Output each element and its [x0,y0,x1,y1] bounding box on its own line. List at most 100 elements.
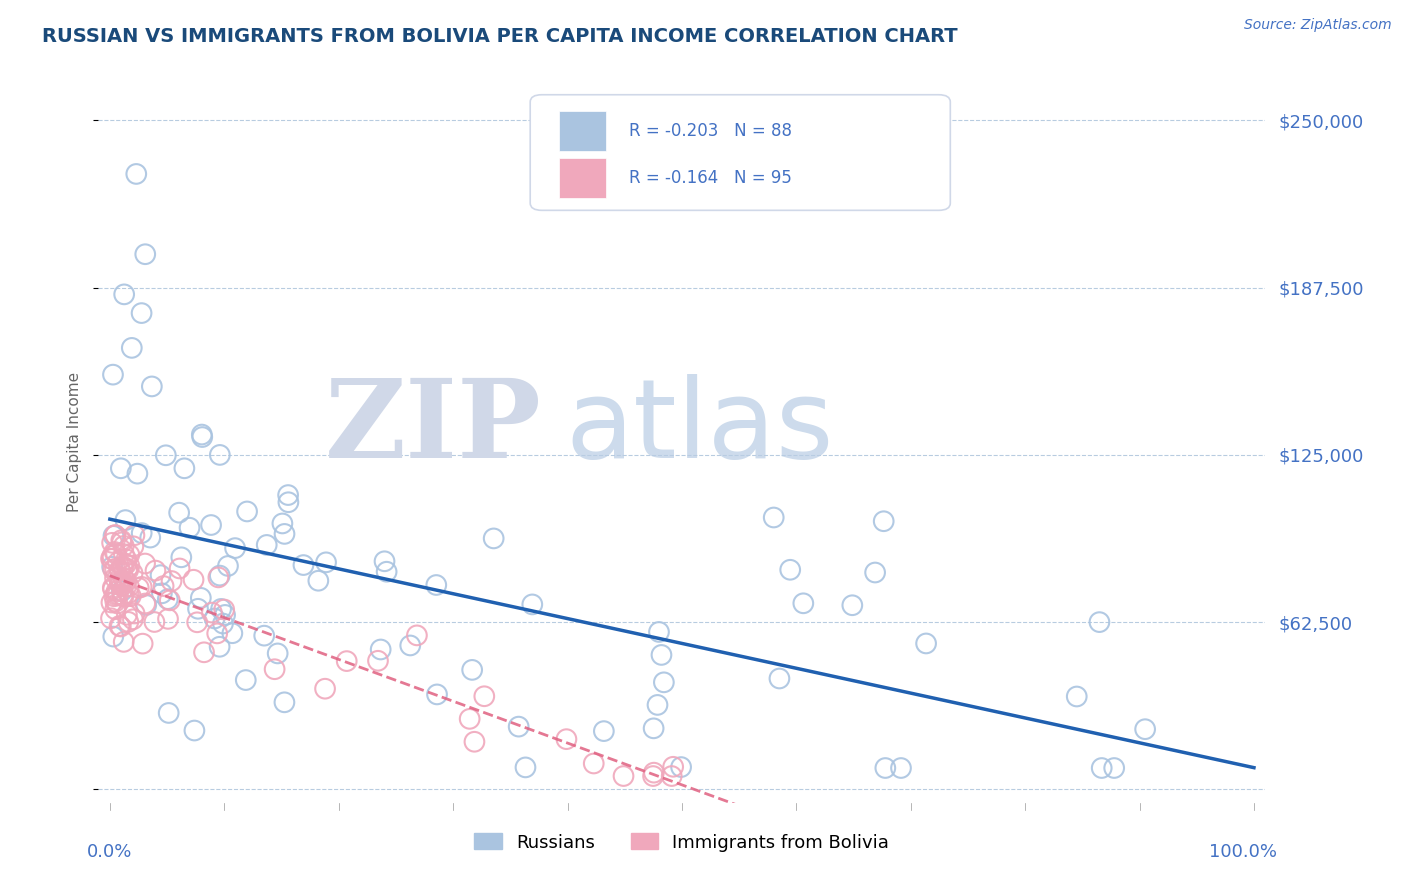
FancyBboxPatch shape [530,95,950,211]
Point [111,588,134,602]
Point [115,607,138,622]
Point [117,615,139,629]
Point [482,532,505,546]
Point [661,769,683,783]
Point [145,564,167,578]
Point [207,570,229,584]
Point [768,672,790,686]
Point [273,695,295,709]
Text: 0.0%: 0.0% [87,843,132,861]
Point [650,648,672,662]
Point [115,557,138,571]
Point [235,673,257,687]
Point [108,576,131,591]
Point [209,602,232,616]
Point [105,584,128,599]
Point [101,549,124,563]
Point [108,563,131,577]
Point [152,579,174,593]
Point [508,720,530,734]
Point [522,598,544,612]
Point [873,514,896,528]
Point [127,467,149,481]
Point [652,675,675,690]
Point [155,448,177,462]
Point [890,761,912,775]
Point [555,732,578,747]
Legend: Russians, Immigrants from Bolivia: Russians, Immigrants from Bolivia [467,826,897,859]
Point [112,560,135,574]
Point [118,559,141,574]
Point [131,526,153,541]
Point [103,589,125,603]
Point [104,571,127,585]
Point [118,548,141,562]
Text: atlas: atlas [565,374,834,481]
Point [662,760,685,774]
Point [307,574,329,588]
Point [336,654,359,668]
Point [426,687,449,701]
Point [134,247,156,261]
Point [100,595,122,609]
Point [101,536,124,550]
Point [187,601,209,615]
Point [131,580,153,594]
Point [191,430,214,444]
Point [122,539,145,553]
Point [1091,761,1114,775]
Point [112,287,135,301]
Text: Source: ZipAtlas.com: Source: ZipAtlas.com [1244,18,1392,32]
Point [271,516,294,531]
Point [458,712,481,726]
Text: 100.0%: 100.0% [1209,843,1277,861]
Point [406,628,429,642]
Point [111,579,134,593]
Point [425,578,447,592]
Point [110,619,132,633]
Point [112,572,135,586]
Point [156,592,179,607]
Point [115,580,138,594]
Point [160,574,183,588]
Point [121,341,143,355]
Point [101,582,124,596]
Point [277,495,299,509]
Point [792,596,814,610]
Point [193,645,215,659]
Point [167,506,190,520]
FancyBboxPatch shape [560,111,606,151]
Point [112,635,135,649]
Point [191,427,214,442]
Point [183,573,205,587]
Point [108,576,131,591]
Point [375,565,398,579]
Point [107,587,129,601]
Point [159,593,181,607]
Point [208,568,231,582]
Point [315,555,337,569]
Point [173,461,195,475]
Point [100,551,122,566]
Point [134,597,156,611]
Point [125,167,148,181]
Point [263,662,285,676]
Point [273,527,295,541]
Point [224,541,246,555]
Point [118,580,141,594]
Point [256,538,278,552]
Point [157,612,180,626]
Point [221,626,243,640]
Text: R = -0.203   N = 88: R = -0.203 N = 88 [630,122,793,140]
Point [472,690,495,704]
Point [367,654,389,668]
Point [135,598,157,612]
Point [253,629,276,643]
Point [112,539,135,553]
Point [111,559,134,574]
Point [463,735,485,749]
Point [134,557,156,571]
Point [111,584,134,599]
Point [149,568,172,582]
Point [875,761,897,775]
